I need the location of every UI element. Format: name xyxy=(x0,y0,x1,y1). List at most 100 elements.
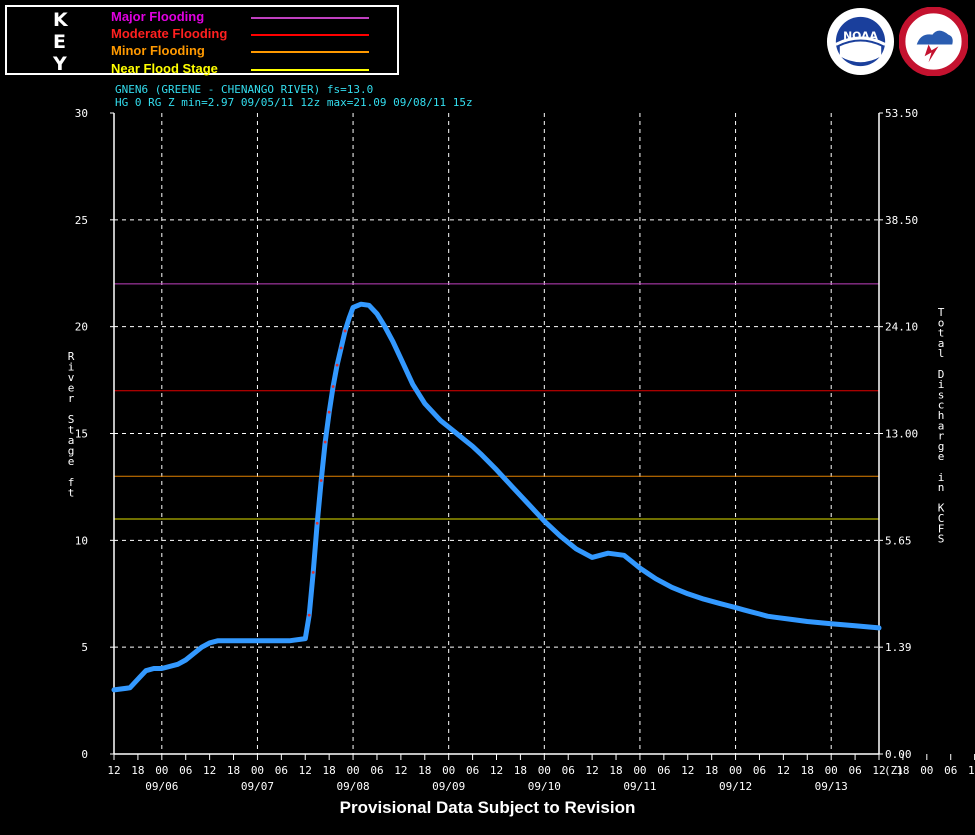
stage-line xyxy=(111,301,882,693)
x-tick-label: 00 xyxy=(538,764,551,777)
chart-header-line2: HG 0 RG Z min=2.97 09/05/11 12z max=21.0… xyxy=(115,96,473,109)
y-axis-left-label-char: t xyxy=(68,487,75,500)
chart-grid xyxy=(114,113,879,754)
y-axis-right-label-char: o xyxy=(938,316,945,329)
y-axis-right-label-char: i xyxy=(938,471,945,484)
key-letter-e: E xyxy=(53,31,66,53)
key-legend: K E Y Major Flooding Moderate Flooding M… xyxy=(5,5,399,76)
stage-point xyxy=(323,440,327,444)
key-line-minor xyxy=(251,51,369,53)
x-tick-label: 06 xyxy=(753,764,766,777)
y-tick-label-right: 24.10 xyxy=(885,321,918,334)
x-tick-label: 18 xyxy=(896,764,909,777)
x-tick-label: 06 xyxy=(562,764,575,777)
y-tick-label-right: 5.65 xyxy=(885,534,912,547)
x-tick-label: 12 xyxy=(107,764,120,777)
y-tick-label-left: 15 xyxy=(75,428,88,441)
y-tick-label-right: 0.00 xyxy=(885,748,912,761)
y-axis-right-label-char: a xyxy=(938,337,945,350)
x-tick-label: 00 xyxy=(825,764,838,777)
x-tick-label: 12 xyxy=(299,764,312,777)
y-axis-left-label-char: a xyxy=(68,434,75,447)
key-line-near xyxy=(251,69,369,71)
y-tick-label-left: 5 xyxy=(81,641,88,654)
key-letter-k: K xyxy=(53,9,68,31)
x-tick-label: 06 xyxy=(466,764,479,777)
date-label: 09/06 xyxy=(145,780,178,793)
y-axis-right-label-char: K xyxy=(938,502,945,515)
x-tick-label: 06 xyxy=(657,764,670,777)
x-tick-label: 18 xyxy=(131,764,144,777)
x-tick-label: 18 xyxy=(609,764,622,777)
y-axis-left-label-char: e xyxy=(68,455,75,468)
stage-point xyxy=(307,613,311,617)
x-tick-label: 00 xyxy=(346,764,359,777)
x-tick-label: 00 xyxy=(920,764,933,777)
y-tick-label-left: 10 xyxy=(75,534,88,547)
x-tick-label: 06 xyxy=(848,764,861,777)
stage-point xyxy=(343,329,347,333)
y-axis-right-label-char: g xyxy=(938,440,945,453)
date-label: 09/13 xyxy=(815,780,848,793)
stage-point xyxy=(311,570,315,574)
y-tick-label-right: 1.39 xyxy=(885,641,912,654)
stage-point xyxy=(315,521,319,525)
y-axis-left-label-char: R xyxy=(68,350,75,363)
x-tick-label: 12 xyxy=(681,764,694,777)
y-axis-left-label-char: S xyxy=(68,413,75,426)
y-tick-label-left: 0 xyxy=(81,748,88,761)
y-axis-right-label-char: r xyxy=(938,430,945,443)
x-tick-label: 06 xyxy=(275,764,288,777)
y-axis-right-label-char: h xyxy=(938,409,945,422)
stage-series xyxy=(111,301,882,693)
x-tick-label: 18 xyxy=(227,764,240,777)
date-label: 09/12 xyxy=(719,780,752,793)
x-tick-label: 12 xyxy=(203,764,216,777)
y-axis-right-label-char: T xyxy=(938,306,945,319)
x-tick-label: 12 xyxy=(872,764,885,777)
date-label: 09/11 xyxy=(623,780,656,793)
stage-point xyxy=(331,385,335,388)
x-tick-label: 12 xyxy=(968,764,975,777)
x-tick-label: 18 xyxy=(801,764,814,777)
y-axis-right-label-char: S xyxy=(938,533,945,546)
x-tick-label: 00 xyxy=(251,764,264,777)
key-line-moderate xyxy=(251,34,369,36)
y-axis-left-label-char: g xyxy=(68,445,75,458)
key-label-near: Near Flood Stage xyxy=(111,61,218,76)
y-axis-left-label-char: i xyxy=(68,361,75,374)
y-axis-right-label-char: F xyxy=(938,522,945,535)
date-label: 09/10 xyxy=(528,780,561,793)
x-tick-label: 00 xyxy=(633,764,646,777)
x-tick-label: 06 xyxy=(370,764,383,777)
stage-point xyxy=(319,479,323,482)
y-tick-label-right: 53.50 xyxy=(885,107,918,120)
provisional-note: Provisional Data Subject to Revision xyxy=(339,798,636,817)
noaa-logo: NOAA xyxy=(826,7,895,76)
x-axis-ticks: 12 18 00 06 12 18 00 06 12 18 00 06 12 18 00 06 12 18 00 06… xyxy=(107,754,975,777)
y-axis-left-label-char: e xyxy=(68,382,75,395)
chart-header-line1: GNEN6 (GREENE - CHENANGO RIVER) fs=13.0 xyxy=(115,83,373,96)
x-tick-label: 12 xyxy=(394,764,407,777)
threshold-lines xyxy=(114,283,879,520)
key-label-major: Major Flooding xyxy=(111,9,205,24)
y-tick-label-left: 30 xyxy=(75,107,88,120)
y-axis-right-label-char: s xyxy=(938,388,945,401)
y-tick-label-left: 25 xyxy=(75,214,88,227)
date-label: 09/07 xyxy=(241,780,274,793)
y-axis-left-label-char: t xyxy=(68,424,75,437)
x-tick-label: 12 xyxy=(490,764,503,777)
y-axis-right-label-char: D xyxy=(938,368,945,381)
stage-point xyxy=(327,410,331,414)
stage-point xyxy=(339,346,343,350)
y-tick-label-right: 13.00 xyxy=(885,428,918,441)
x-tick-label: 18 xyxy=(418,764,431,777)
y-axis-right-label-char: a xyxy=(938,419,945,432)
x-tick-label: 06 xyxy=(179,764,192,777)
y-axis-right-ticks: 0.00 1.39 5.65 13.00 24.10 38.50 53.50 xyxy=(879,107,918,761)
nws-logo xyxy=(899,7,968,76)
y-axis-left-label-char: f xyxy=(68,476,75,489)
